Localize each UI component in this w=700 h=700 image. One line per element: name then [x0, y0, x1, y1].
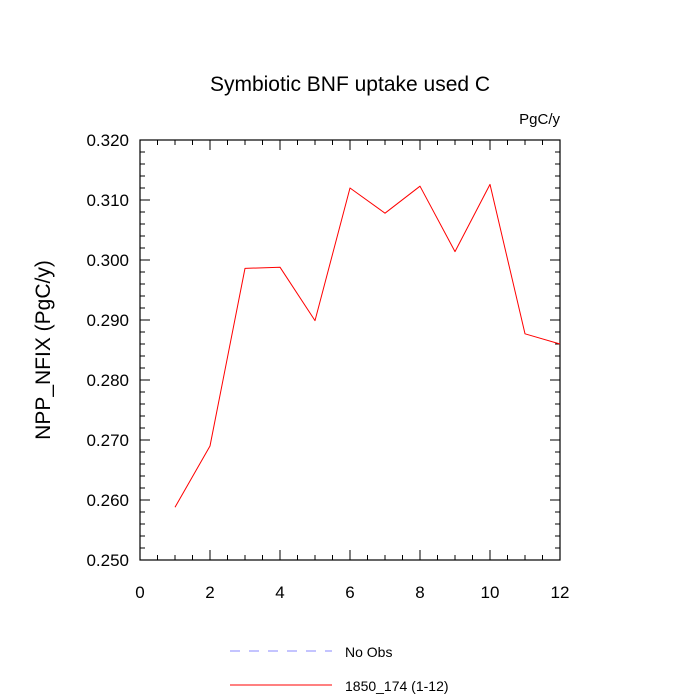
y-tick-label: 0.280: [86, 371, 129, 390]
y-tick-label: 0.290: [86, 311, 129, 330]
units-label: PgC/y: [519, 111, 560, 128]
x-tick-label: 10: [481, 583, 500, 602]
y-tick-label: 0.260: [86, 491, 129, 510]
x-tick-label: 4: [275, 583, 284, 602]
plot-frame: [139, 139, 561, 561]
ticks-layer: 0 2 4 6 8 10 12 0.250 0.260 0.270 0.280 0.290 0.300 0…: [86, 131, 569, 602]
legend: No Obs 1850_174 (1-12): [230, 644, 449, 694]
x-tick-label: 12: [551, 583, 570, 602]
y-tick-label: 0.320: [86, 131, 129, 150]
y-tick-label: 0.250: [86, 551, 129, 570]
x-tick-label: 2: [205, 583, 214, 602]
legend-label: No Obs: [345, 644, 392, 660]
series-layer: [174, 183, 561, 508]
legend-label: 1850_174 (1-12): [345, 678, 449, 694]
series-line: [174, 183, 561, 508]
y-axis-title: NPP_NFIX (PgC/y): [32, 260, 55, 440]
x-tick-label: 6: [345, 583, 354, 602]
x-tick-label: 0: [135, 583, 144, 602]
y-tick-label: 0.270: [86, 431, 129, 450]
chart-title: Symbiotic BNF uptake used C: [210, 73, 490, 96]
y-tick-label: 0.300: [86, 251, 129, 270]
x-tick-label: 8: [415, 583, 424, 602]
y-tick-label: 0.310: [86, 191, 129, 210]
